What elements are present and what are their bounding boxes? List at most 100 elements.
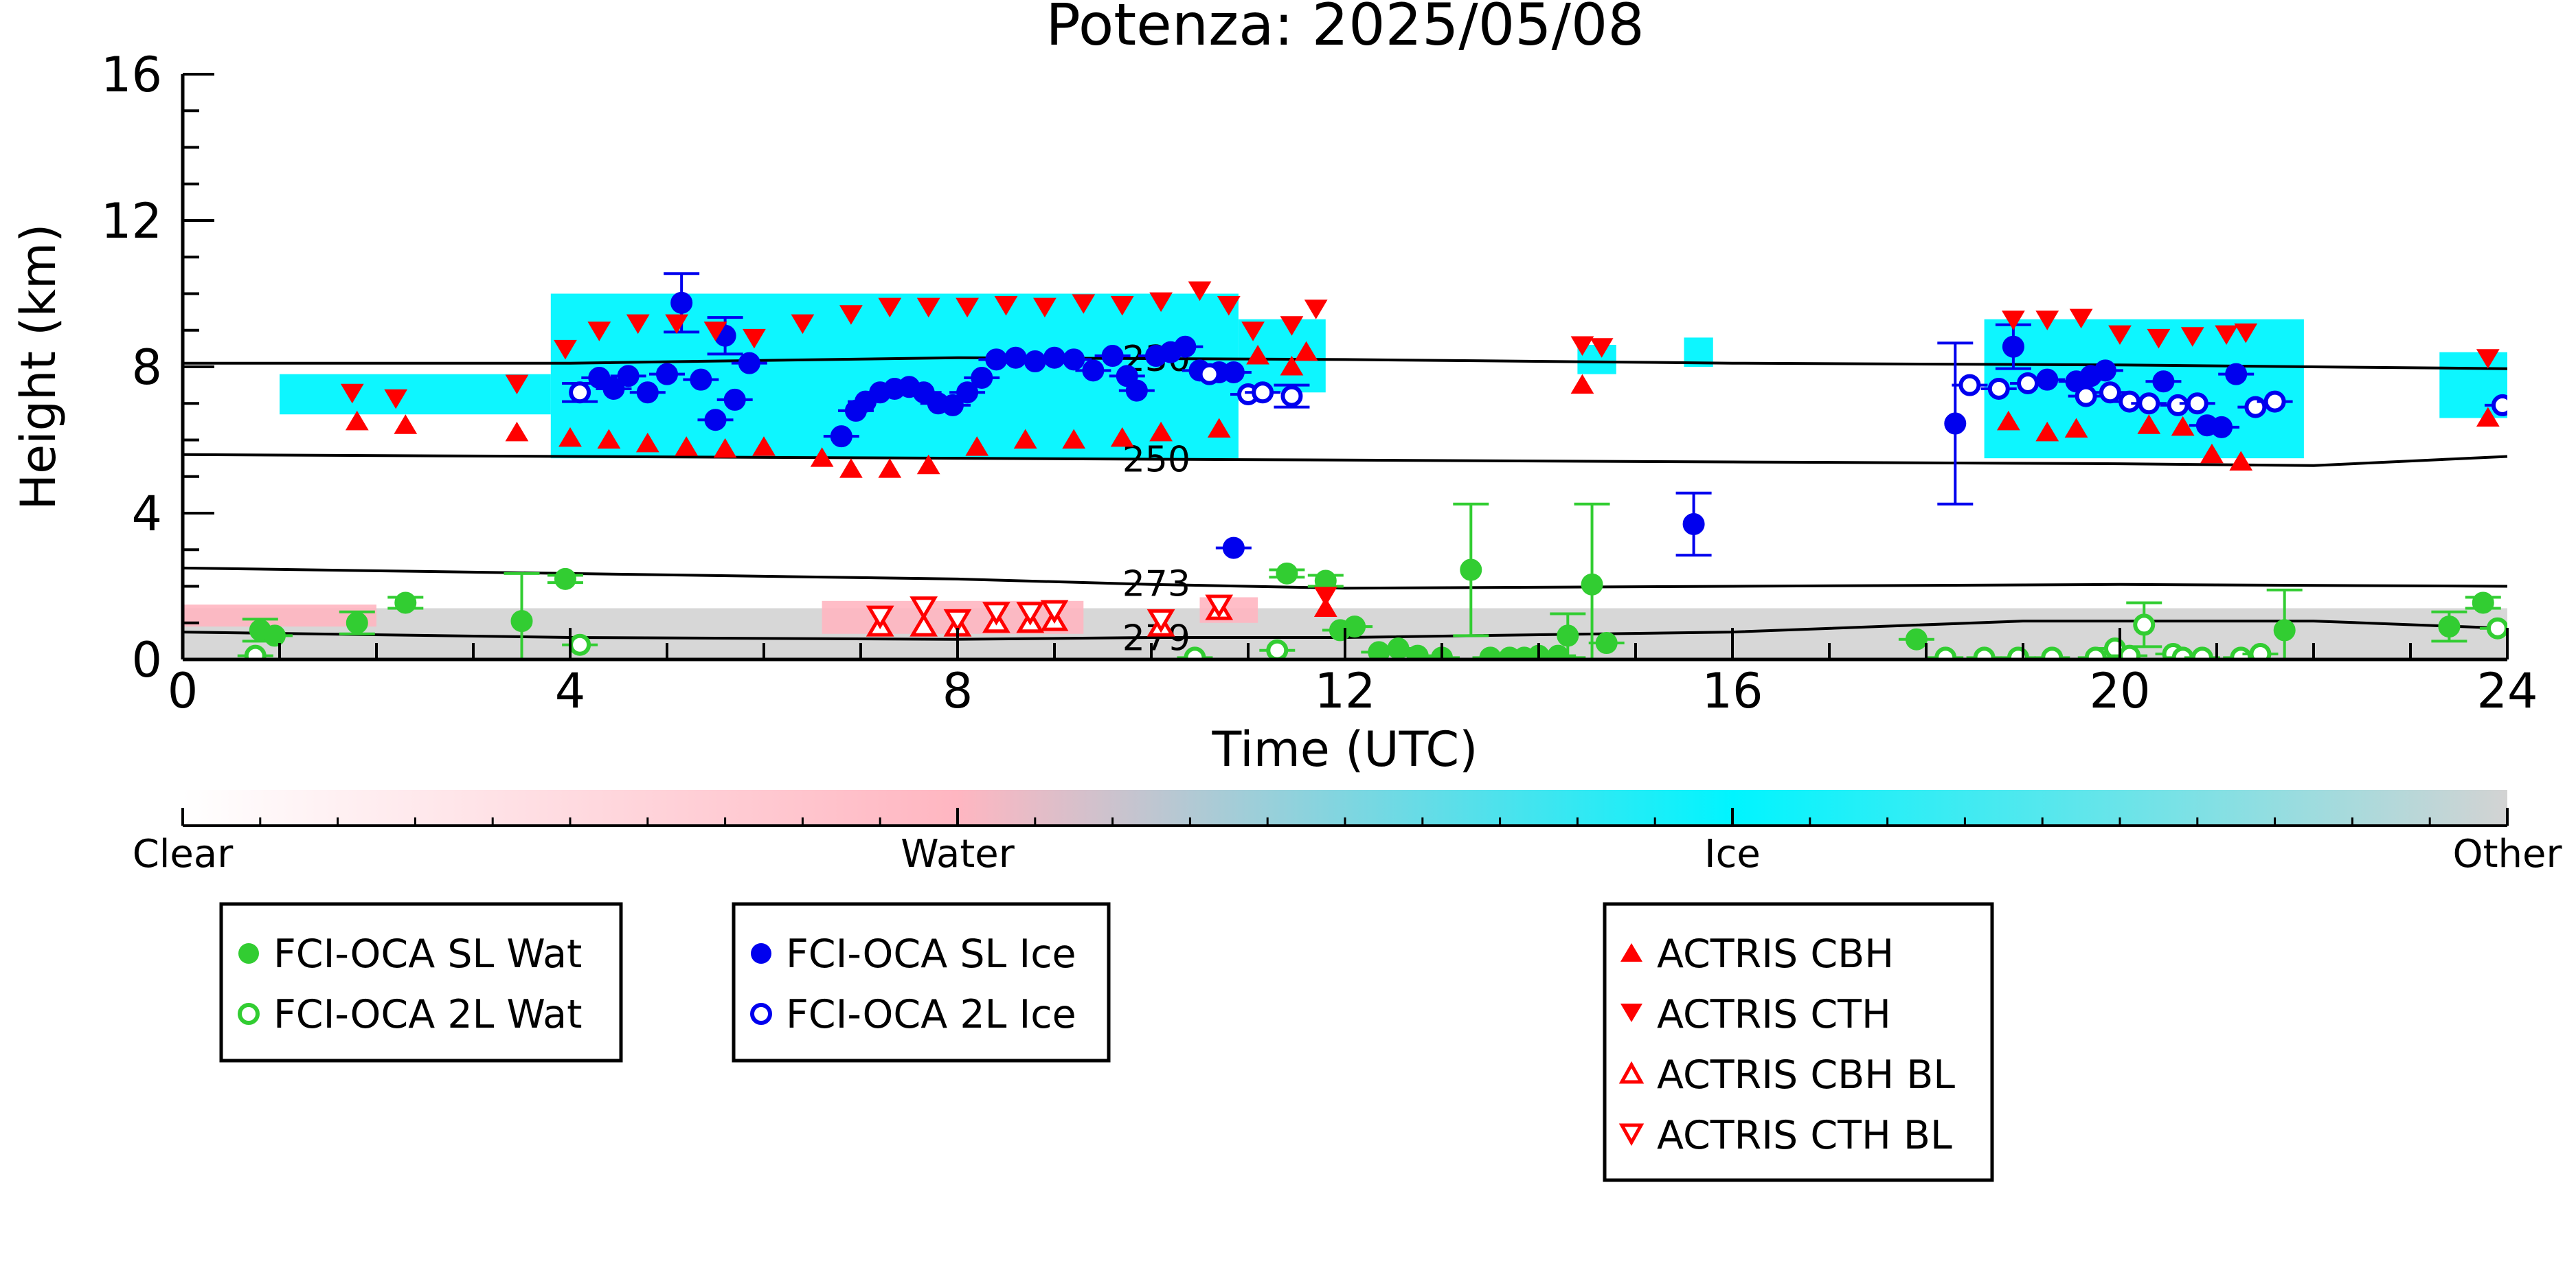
data-point-fci-oca-2l-ice [1280, 385, 1303, 407]
data-point-actris-cbh [558, 427, 582, 447]
data-point-actris-cbh [878, 458, 902, 478]
data-point-fci-oca-2l-wat [2119, 644, 2141, 659]
x-tick-label-12: 12 [1314, 663, 1375, 719]
data-point-fci-oca-2l-wat [2486, 617, 2507, 640]
data-point-fci-oca-sl-ice [1063, 348, 1085, 371]
data-point-actris-cth [743, 328, 766, 349]
data-point-fci-oca-2l-wat [1973, 646, 1996, 659]
data-point-fci-oca-sl-ice [1222, 361, 1245, 383]
data-point-fci-oca-sl-wat [510, 610, 533, 633]
data-point-actris-cbh [839, 458, 863, 478]
data-point-fci-oca-sl-ice [704, 409, 727, 431]
data-point-fci-oca-sl-ice [617, 365, 640, 387]
data-point-fci-oca-sl-ice [1101, 345, 1124, 368]
series-actris-cth-bl [866, 594, 1234, 633]
data-point-actris-cth [665, 314, 688, 335]
data-point-actris-cbh [635, 432, 659, 453]
x-tick-label-24: 24 [2476, 663, 2538, 719]
data-point-actris-cbh-bl [909, 613, 938, 637]
data-point-fci-oca-sl-wat [2472, 591, 2494, 614]
data-point-fci-oca-sl-ice [738, 352, 760, 374]
data-point-actris-cth [956, 297, 979, 318]
data-point-actris-cth-bl [1146, 609, 1175, 633]
data-point-fci-oca-sl-ice [830, 425, 852, 448]
data-point-actris-cth [1590, 338, 1614, 358]
y-axis-label: Height (km) [10, 224, 67, 510]
data-point-actris-cth [703, 321, 727, 341]
data-point-fci-oca-2l-wat [1934, 646, 1957, 659]
data-point-actris-cth [2234, 323, 2258, 343]
data-point-fci-oca-sl-ice [1222, 536, 1245, 559]
data-point-actris-cbh [752, 436, 776, 456]
data-point-actris-cbh [2200, 443, 2224, 464]
data-point-actris-cth-bl [866, 605, 894, 630]
y-tick-label-8: 8 [131, 339, 162, 396]
legend-label-sl-ice: FCI-OCA SL Ice [786, 931, 1076, 977]
colorbar-ticks [181, 808, 2509, 827]
y-tick-label-4: 4 [131, 486, 162, 542]
data-point-actris-cth-bl [909, 596, 938, 620]
data-point-fci-oca-2l-wat [2230, 646, 2252, 659]
data-point-fci-oca-sl-wat [1344, 615, 1366, 638]
contour-line-273 [182, 566, 2508, 590]
data-point-fci-oca-2l-ice [1198, 363, 1221, 385]
data-point-fci-oca-sl-ice [1682, 512, 1705, 535]
y-tick-label-16: 16 [101, 47, 162, 103]
data-point-fci-oca-sl-ice [941, 394, 964, 416]
data-point-actris-cth [1570, 336, 1594, 357]
colorbar: Clear Water Ice Other [133, 790, 2562, 877]
data-point-actris-cbh [2035, 421, 2059, 442]
data-point-fci-oca-sl-wat [394, 591, 417, 614]
data-point-fci-oca-2l-wat [2041, 646, 2064, 659]
data-point-actris-cth [1188, 281, 1212, 302]
data-point-fci-oca-sl-wat [1581, 573, 1603, 596]
x-tick-label-8: 8 [942, 663, 973, 719]
legend-label-cbh-bl: ACTRIS CBH BL [1657, 1052, 1955, 1098]
data-point-fci-oca-2l-ice [2099, 381, 2121, 404]
data-point-fci-oca-2l-wat [244, 644, 267, 659]
legend-marker-sl-ice [751, 943, 771, 964]
data-point-fci-oca-sl-ice [602, 377, 625, 400]
data-point-actris-cth [2476, 349, 2500, 369]
data-point-actris-cth-bl [1040, 600, 1069, 624]
legend-label-cbh: ACTRIS CBH [1657, 931, 1894, 977]
data-point-actris-cbh [810, 447, 834, 467]
data-point-actris-cbh [1313, 597, 1337, 617]
data-point-fci-oca-sl-wat [1406, 644, 1429, 659]
series-actris-cbh [345, 341, 2500, 617]
data-point-actris-cth [2108, 325, 2132, 346]
data-point-actris-cth [626, 314, 650, 335]
data-point-fci-oca-sl-ice [1082, 359, 1105, 382]
data-point-actris-cth [1241, 321, 1265, 341]
legend-actris: ACTRIS CBH ACTRIS CTH ACTRIS CBH BL ACTR… [1603, 902, 1994, 1182]
data-point-fci-oca-sl-wat [2273, 619, 2296, 642]
data-point-fci-oca-2l-wat [1266, 639, 1289, 659]
data-point-actris-cbh [1996, 410, 2020, 431]
data-point-actris-cth [1313, 587, 1337, 607]
data-point-actris-cth [1217, 295, 1241, 316]
data-point-fci-oca-2l-wat [2084, 646, 2107, 659]
data-point-actris-cth [2147, 328, 2171, 349]
data-point-actris-cbh [1294, 341, 1318, 361]
temperature-contours: 230250273279 [182, 339, 2508, 659]
data-point-fci-oca-2l-ice [2263, 390, 2286, 413]
data-point-actris-cbh [713, 438, 737, 458]
data-point-actris-cth [2180, 327, 2204, 347]
data-point-actris-cth [554, 339, 577, 360]
data-point-fci-oca-sl-ice [1944, 412, 1967, 435]
data-point-fci-oca-sl-wat [346, 611, 368, 634]
data-point-actris-cth [2002, 310, 2025, 330]
data-point-fci-oca-2l-wat [2249, 643, 2272, 659]
data-point-fci-oca-2l-wat [2191, 646, 2213, 659]
data-point-actris-cth [916, 297, 940, 318]
data-point-actris-cth [340, 383, 364, 404]
data-point-actris-cbh [345, 410, 369, 431]
data-point-fci-oca-sl-wat [1547, 644, 1570, 659]
data-point-fci-oca-2l-ice [1987, 377, 2010, 400]
data-point-fci-oca-sl-ice [971, 366, 993, 389]
data-point-actris-cth-bl [982, 602, 1010, 626]
data-point-actris-cbh [2064, 418, 2088, 438]
data-point-fci-oca-sl-wat [1595, 632, 1618, 655]
data-point-fci-oca-2l-wat [1184, 646, 1206, 659]
colorbar-label-water: Water [901, 832, 1015, 877]
